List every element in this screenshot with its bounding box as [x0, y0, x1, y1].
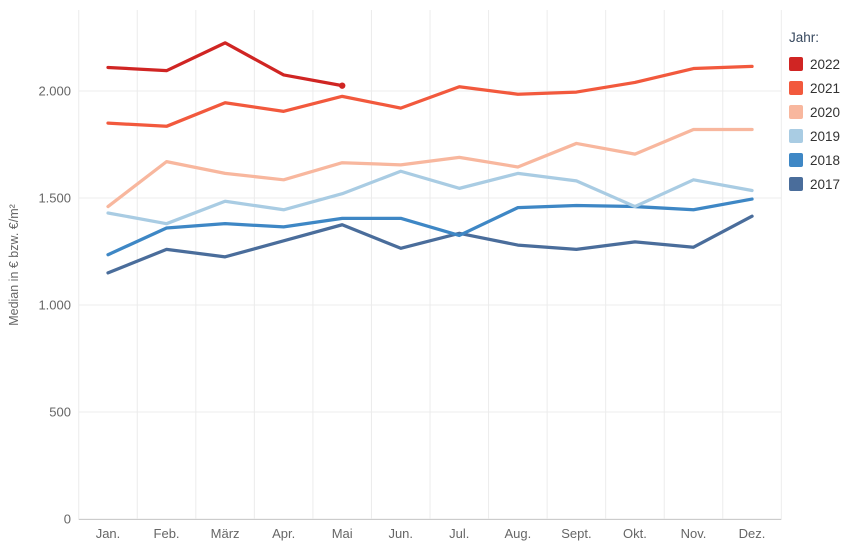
series-lines — [106, 41, 754, 275]
legend-swatch-2019-icon — [789, 129, 803, 143]
x-axis-tick-label: Nov. — [681, 526, 707, 541]
y-axis-tick-label: 500 — [49, 405, 71, 420]
legend-label-2022: 2022 — [810, 56, 841, 72]
legend-items: 2022 2021 2020 2019 2018 2017 — [789, 52, 851, 196]
legend-item-2017[interactable]: 2017 — [789, 172, 851, 196]
legend-label-2018: 2018 — [810, 152, 841, 168]
x-axis-tick-label: Jan. — [96, 526, 121, 541]
x-axis-tick-label: Jul. — [449, 526, 469, 541]
gridlines — [78, 10, 782, 520]
legend-swatch-2018-icon — [789, 153, 803, 167]
x-axis-tick-label: März — [211, 526, 240, 541]
series-line-2017[interactable] — [106, 214, 754, 275]
y-axis-tick-label: 2.000 — [38, 84, 71, 99]
legend-label-2021: 2021 — [810, 80, 841, 96]
legend-item-2022[interactable]: 2022 — [789, 52, 851, 76]
x-axis-tick-label: Okt. — [623, 526, 647, 541]
legend-item-2020[interactable]: 2020 — [789, 100, 851, 124]
y-axis-tick-label: 0 — [64, 512, 71, 527]
axis-labels: 0 500 1.000 1.500 2.000 Jan. Feb. März Apr. Mai Ju… — [38, 84, 765, 542]
series-line-2018[interactable] — [106, 197, 754, 257]
legend-item-2019[interactable]: 2019 — [789, 124, 851, 148]
series-line-2022[interactable] — [106, 41, 344, 88]
legend-swatch-2021-icon — [789, 81, 803, 95]
y-axis-title: Median in € bzw. €/m² — [7, 204, 21, 326]
series-line-2019[interactable] — [106, 169, 754, 226]
y-axis-tick-label: 1.000 — [38, 298, 71, 313]
y-axis-tick-label: 1.500 — [38, 191, 71, 206]
legend-label-2017: 2017 — [810, 176, 841, 192]
x-axis-tick-label: Mai — [332, 526, 353, 541]
legend-swatch-2017-icon — [789, 177, 803, 191]
x-axis-tick-label: Jun. — [388, 526, 413, 541]
legend-swatch-2020-icon — [789, 105, 803, 119]
x-axis-tick-label: Dez. — [739, 526, 766, 541]
legend-item-2018[interactable]: 2018 — [789, 148, 851, 172]
legend-swatch-2022-icon — [789, 57, 803, 71]
x-axis-tick-label: Feb. — [154, 526, 180, 541]
legend-title: Jahr: — [789, 30, 820, 45]
x-axis-tick-label: Apr. — [272, 526, 295, 541]
legend: Jahr: 2022 2021 2020 2019 2018 2017 — [789, 30, 851, 196]
legend-label-2020: 2020 — [810, 104, 841, 120]
series-line-2021[interactable] — [106, 64, 754, 128]
x-axis-tick-label: Aug. — [504, 526, 531, 541]
x-axis-tick-label: Sept. — [561, 526, 591, 541]
legend-item-2021[interactable]: 2021 — [789, 76, 851, 100]
series-line-2020[interactable] — [106, 127, 754, 209]
series-2022-end-marker-icon — [339, 82, 346, 89]
legend-label-2019: 2019 — [810, 128, 841, 144]
